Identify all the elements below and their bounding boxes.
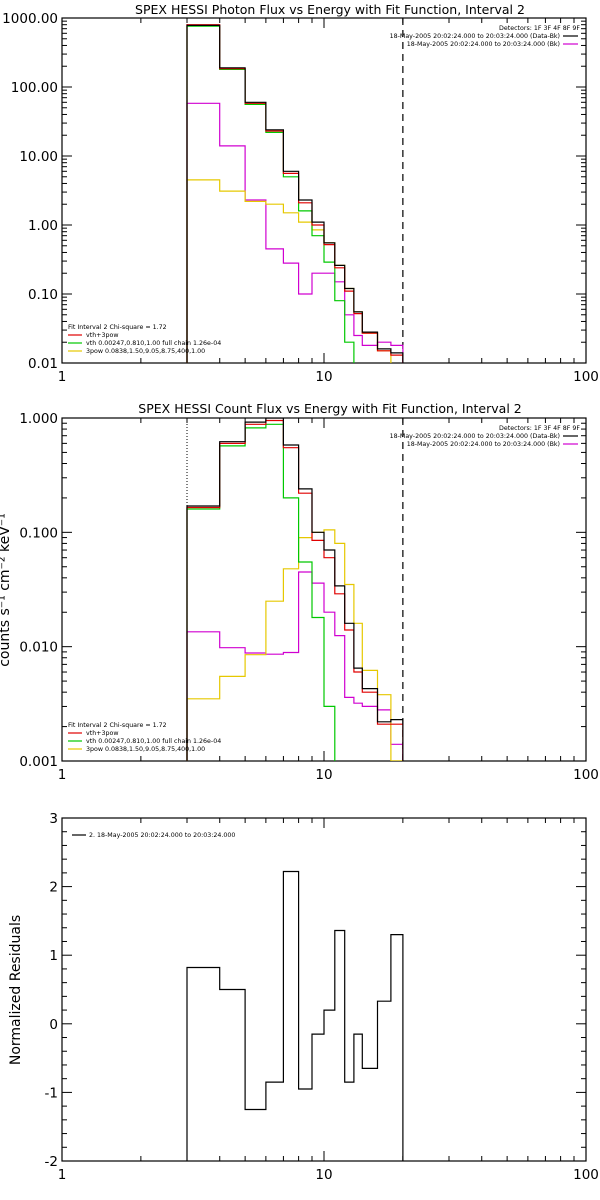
residuals-legend-text: 2. 18-May-2005 20:02:24.000 to 20:03:24.… — [89, 832, 235, 839]
residuals-x-tick-label: 1 — [58, 1167, 67, 1183]
photon-flux-x-tick-label: 1 — [58, 369, 67, 385]
residuals-plot-frame — [61, 817, 587, 1162]
count-flux-legend-text: vth 0.00247,0.810,1.00 full chain 1.26e-… — [86, 738, 221, 745]
photon-flux-legend-text: Detectors: 1F 3F 4F 8F 9F — [499, 25, 580, 32]
count-flux-x-tick-label: 100 — [573, 767, 599, 783]
photon-flux-legend-text: vth 0.00247,0.810,1.00 full chain 1.26e-… — [86, 340, 221, 347]
photon-flux-y-tick-label: 1000.00 — [2, 11, 58, 27]
photon-flux-title: SPEX HESSI Photon Flux vs Energy with Fi… — [135, 2, 525, 17]
photon-flux-y-tick-label: 0.10 — [28, 287, 58, 303]
count-flux-legend-text: Detectors: 1F 3F 4F 8F 9F — [499, 425, 580, 432]
count-flux-legend-text: 3pow 0.0838,1.50,9.05,8.75,400,1.00 — [86, 746, 205, 753]
photon-flux-series-4 — [186, 102, 404, 363]
residuals-series-0 — [186, 870, 404, 1161]
count-flux-series-3 — [186, 529, 404, 761]
photon-flux-legend-text: vth+3pow — [86, 332, 118, 339]
residuals-y-tick-label: 0 — [49, 1017, 58, 1033]
count-flux-legend-text: vth+3pow — [86, 730, 118, 737]
photon-flux-y-tick-label: 10.00 — [19, 149, 58, 165]
photon-flux-y-tick-label: 0.01 — [28, 356, 58, 372]
photon-flux-y-tick-label: 100.00 — [11, 80, 58, 96]
count-flux-title: SPEX HESSI Count Flux vs Energy with Fit… — [138, 401, 521, 416]
count-flux-legend-text: 18-May-2005 20:02:24.000 to 20:03:24.000… — [390, 433, 560, 440]
count-flux-y-tick-label: 0.100 — [19, 525, 58, 541]
count-flux-legend-text: 18-May-2005 20:02:24.000 to 20:03:24.000… — [407, 441, 560, 448]
residuals-x-tick-label: 10 — [315, 1167, 332, 1183]
photon-flux-series-2 — [186, 25, 355, 363]
photon-flux-y-tick-label: 1.00 — [28, 218, 58, 234]
residuals-x-tick-label: 100 — [573, 1167, 599, 1183]
photon-flux-plot-frame — [61, 17, 587, 364]
count-flux-panel: SPEX HESSI Count Flux vs Energy with Fit… — [0, 401, 599, 783]
count-flux-ylabel: counts s⁻¹ cm⁻² keV⁻¹ — [0, 513, 13, 667]
photon-flux-legend-text: 18-May-2005 20:02:24.000 to 20:03:24.000… — [390, 33, 560, 40]
residuals-y-tick-label: 2 — [49, 880, 58, 896]
residuals-ylabel: Normalized Residuals — [8, 915, 24, 1065]
residuals-y-tick-label: -1 — [45, 1085, 58, 1101]
residuals-y-tick-label: -2 — [45, 1154, 58, 1170]
count-flux-x-tick-label: 10 — [315, 767, 332, 783]
photon-flux-legend-text: 3pow 0.0838,1.50,9.05,8.75,400,1.00 — [86, 348, 205, 355]
count-flux-series-0 — [186, 418, 404, 761]
residuals-y-tick-label: 3 — [49, 811, 58, 827]
photon-flux-series-0 — [186, 24, 404, 363]
photon-flux-panel: SPEX HESSI Photon Flux vs Energy with Fi… — [2, 2, 599, 385]
photon-flux-series-1 — [186, 24, 404, 363]
count-flux-y-tick-label: 1.000 — [19, 411, 58, 427]
count-flux-legend-text: Fit Interval 2 Chi-square = 1.72 — [68, 722, 167, 729]
photon-flux-x-tick-label: 10 — [315, 369, 332, 385]
count-flux-x-tick-label: 1 — [58, 767, 67, 783]
photon-flux-legend-text: 18-May-2005 20:02:24.000 to 20:03:24.000… — [407, 41, 560, 48]
count-flux-y-tick-label: 0.001 — [19, 754, 58, 770]
count-flux-y-tick-label: 0.010 — [19, 640, 58, 656]
photon-flux-x-tick-label: 100 — [573, 369, 599, 385]
photon-flux-legend-text: Fit Interval 2 Chi-square = 1.72 — [68, 324, 167, 331]
residuals-y-tick-label: 1 — [49, 948, 58, 964]
